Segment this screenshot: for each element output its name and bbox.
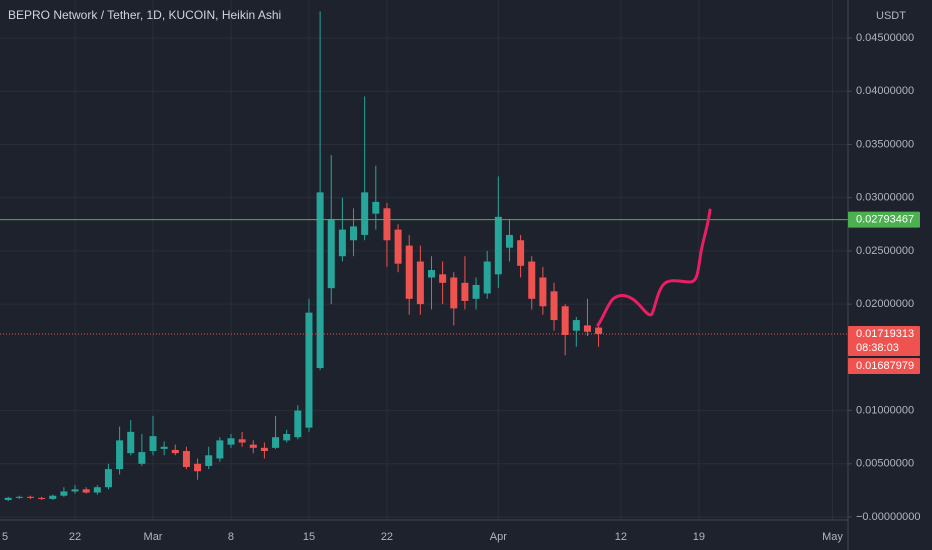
candle-body <box>439 274 447 283</box>
candle-body <box>595 327 603 334</box>
candle-body <box>338 229 346 257</box>
candle-body <box>416 261 424 305</box>
candle-body <box>127 431 135 454</box>
x-tick-label: 22 <box>69 531 81 543</box>
candle-body <box>528 261 536 299</box>
y-tick-label: 0.02000000 <box>856 298 914 310</box>
candle-body <box>472 284 480 299</box>
candle-body <box>249 444 257 448</box>
candle-body <box>494 216 502 275</box>
candle-body <box>205 455 213 466</box>
price-tag-label: 0.02793467 <box>856 214 914 226</box>
candle-body <box>561 306 569 335</box>
candle-body <box>539 277 547 307</box>
candle-body <box>82 489 90 493</box>
y-tick-label: 0.03500000 <box>856 138 914 150</box>
candle-body <box>427 270 435 278</box>
y-tick-label: 0.02500000 <box>856 245 914 257</box>
bid-tag <box>848 358 920 375</box>
price-tag <box>848 211 920 228</box>
plot <box>0 11 848 502</box>
candle-body <box>149 436 157 452</box>
candle-body <box>316 192 324 368</box>
candle-body <box>26 496 34 498</box>
y-tick-label: 0.04000000 <box>856 85 914 97</box>
drawing <box>596 208 712 327</box>
candle-body <box>260 447 268 452</box>
x-tick-label: 22 <box>381 531 393 543</box>
candle-body <box>238 439 246 443</box>
candle-body <box>227 438 235 445</box>
x-tick-label: 15 <box>303 531 315 543</box>
candle-body <box>361 192 369 235</box>
candle-body <box>483 261 491 294</box>
candle-body <box>283 433 291 441</box>
candle-body <box>572 320 580 331</box>
price-tag <box>848 326 920 357</box>
x-tick-label: Mar <box>144 531 163 543</box>
candle-body <box>182 451 190 467</box>
candle-body <box>71 489 79 492</box>
candle-body <box>350 226 358 241</box>
candle-body <box>583 325 591 332</box>
candle-body <box>60 491 68 496</box>
candle-body <box>517 240 525 266</box>
y-tick-label: 0.04500000 <box>856 32 914 44</box>
candle-body <box>194 463 202 472</box>
candle-body <box>171 449 179 454</box>
candle-body <box>104 469 112 488</box>
candle-body <box>405 245 413 299</box>
candle-body <box>327 218 335 289</box>
x-tick-label: Apr <box>490 531 507 543</box>
countdown: 08:38:03 <box>856 342 899 354</box>
candle-body <box>305 312 313 428</box>
x-tick-label: 8 <box>228 531 234 543</box>
candle-body <box>15 496 23 498</box>
y-tick-label: 0.03000000 <box>856 192 914 204</box>
candle-body <box>216 440 224 459</box>
candle-body <box>160 446 168 449</box>
candle-body <box>4 497 12 500</box>
chart-title: BEPRO Network / Tether, 1D, KUCOIN, Heik… <box>8 8 281 22</box>
bid-tag-label: 0.01687979 <box>856 360 914 372</box>
currency: USDT <box>876 10 906 22</box>
candle-body <box>505 234 513 248</box>
x-tick-label: 5 <box>2 531 8 543</box>
axes: 0.04500000 0.04000000 0.03500000 0.03000000… <box>2 32 921 543</box>
price-tag-label: 0.01719313 <box>856 328 914 340</box>
y-tick-label: 0.00500000 <box>856 458 914 470</box>
candle-body <box>93 487 101 493</box>
candle-body <box>550 291 558 321</box>
candle-body <box>372 201 380 214</box>
y-tick-label: 0.01000000 <box>856 404 914 416</box>
x-tick-label: 12 <box>615 531 627 543</box>
candle-body <box>49 495 57 499</box>
candle-body <box>138 452 146 464</box>
candle-body <box>461 282 469 301</box>
candle-body <box>272 437 280 448</box>
candle-body <box>38 497 46 499</box>
candle-body <box>294 410 302 438</box>
x-tick-label: 19 <box>693 531 705 543</box>
x-tick-label: May <box>822 531 843 543</box>
candle-body <box>383 208 391 241</box>
y-tick-label: −0.00000000 <box>856 511 921 523</box>
candle-body <box>116 440 124 470</box>
candle-body <box>394 229 402 264</box>
candle-body <box>450 277 458 309</box>
